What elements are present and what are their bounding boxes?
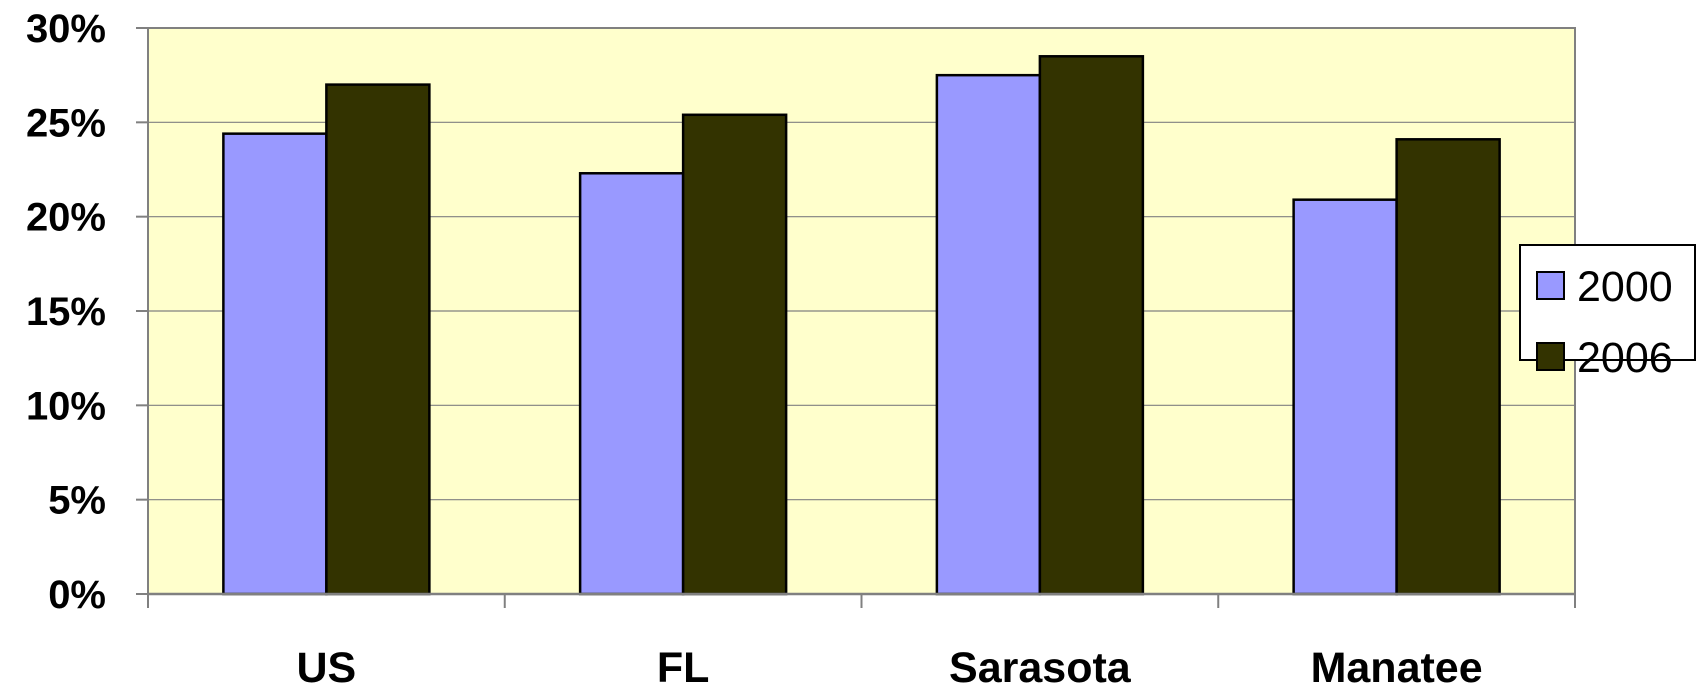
y-axis-ticks: 0% 5% 10% 15% 20% 25% 30%	[26, 7, 148, 617]
bar-2000-manatee	[1292, 198, 1398, 596]
bar-2000-sarasota	[935, 73, 1042, 596]
bars	[222, 55, 1501, 596]
legend-label: 2006	[1577, 334, 1673, 382]
y-tick-label: 30%	[26, 7, 106, 51]
y-tick-label: 0%	[48, 573, 106, 617]
legend-swatch	[1536, 342, 1565, 371]
y-tick-label: 25%	[26, 101, 106, 145]
y-tick-label: 5%	[48, 479, 106, 523]
bar-2000-us	[222, 132, 328, 596]
bar-2006-fl	[681, 113, 788, 596]
x-category-label: US	[297, 644, 357, 688]
bar-2006-manatee	[1395, 138, 1501, 596]
bar-2006-sarasota	[1038, 55, 1145, 596]
legend: 2000 2006	[1519, 244, 1696, 382]
y-tick-label: 15%	[26, 290, 106, 334]
y-tick-label: 20%	[26, 196, 106, 240]
axes	[147, 592, 1576, 608]
x-category-label: Sarasota	[949, 644, 1132, 688]
x-category-label: FL	[657, 644, 710, 688]
y-tick-label: 10%	[26, 384, 106, 428]
legend-swatch	[1536, 271, 1565, 300]
x-category-label: Manatee	[1311, 644, 1483, 688]
bar-2000-fl	[578, 172, 685, 596]
legend-box	[1519, 244, 1696, 361]
legend-label: 2000	[1577, 263, 1673, 311]
bar-2006-us	[325, 83, 431, 596]
x-axis-labels: US FL Sarasota Manatee	[297, 644, 1483, 688]
